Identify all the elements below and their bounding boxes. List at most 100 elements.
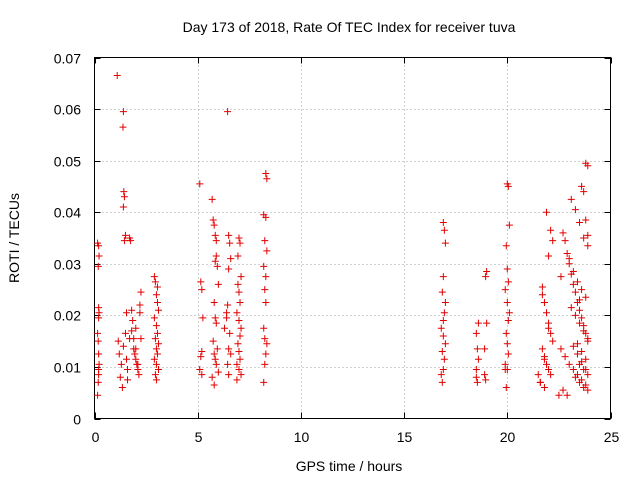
data-point — [225, 371, 233, 379]
data-point — [473, 345, 481, 353]
data-point — [584, 335, 592, 343]
data-point — [261, 237, 269, 245]
data-point — [438, 288, 446, 296]
data-point — [208, 195, 216, 203]
data-point — [474, 319, 482, 327]
y-tick-label: 0.05 — [54, 154, 81, 170]
data-point — [565, 360, 573, 368]
data-point — [547, 329, 555, 337]
data-point — [503, 366, 511, 374]
data-point — [128, 327, 136, 335]
data-point — [578, 347, 586, 355]
data-point — [582, 293, 590, 301]
x-tick-label: 5 — [195, 429, 203, 445]
data-point — [538, 283, 546, 291]
data-point — [573, 278, 581, 286]
data-point — [235, 317, 243, 325]
axis-ticks — [94, 57, 612, 420]
data-point — [503, 265, 511, 273]
data-point — [211, 355, 219, 363]
data-point — [213, 262, 221, 270]
data-point — [226, 239, 234, 247]
data-point — [214, 368, 222, 376]
data-point — [437, 324, 445, 332]
data-point — [545, 252, 553, 260]
data-point — [582, 216, 590, 224]
data-point — [114, 337, 122, 345]
data-point — [94, 391, 102, 399]
data-point — [113, 72, 121, 80]
data-point — [472, 366, 480, 374]
x-tick-label: 20 — [500, 429, 516, 445]
data-point — [578, 182, 586, 190]
data-point — [567, 304, 575, 312]
data-point — [152, 291, 160, 299]
data-point — [95, 304, 103, 312]
data-point — [534, 371, 542, 379]
data-point — [209, 216, 217, 224]
data-point — [584, 231, 592, 239]
data-point — [262, 213, 270, 221]
data-point — [212, 252, 220, 260]
data-point — [196, 366, 204, 374]
data-point — [197, 353, 205, 361]
plot-frame — [94, 57, 611, 419]
data-point — [545, 366, 553, 374]
data-point — [569, 342, 577, 350]
data-point — [482, 376, 490, 384]
data-point — [540, 384, 548, 392]
data-point — [578, 286, 586, 294]
data-point — [94, 329, 102, 337]
data-point — [134, 360, 142, 368]
y-tick-label: 0.04 — [54, 205, 81, 221]
data-point — [212, 237, 220, 245]
data-point — [439, 273, 447, 281]
data-point — [236, 332, 244, 340]
data-point — [439, 366, 447, 374]
data-point — [136, 309, 144, 317]
data-point — [197, 278, 205, 286]
data-point — [236, 239, 244, 247]
data-point — [441, 298, 449, 306]
data-point — [559, 229, 567, 237]
y-tick-label: 0.03 — [54, 257, 81, 273]
data-point — [260, 262, 268, 270]
data-point — [235, 366, 243, 374]
data-point — [198, 286, 206, 294]
data-point — [482, 273, 490, 281]
data-point — [547, 371, 555, 379]
data-point — [227, 255, 235, 263]
data-point — [555, 391, 563, 399]
data-point — [501, 360, 509, 368]
data-point — [153, 283, 161, 291]
data-point — [120, 237, 128, 245]
data-point — [543, 208, 551, 216]
data-point — [223, 314, 231, 322]
data-point — [154, 366, 162, 374]
data-point — [505, 221, 513, 229]
data-point — [580, 234, 588, 242]
data-point — [576, 378, 584, 386]
data-point — [234, 280, 242, 288]
data-point — [235, 347, 243, 355]
data-point — [151, 335, 159, 343]
data-point — [472, 329, 480, 337]
data-point — [237, 324, 245, 332]
data-point — [549, 337, 557, 345]
data-point — [119, 342, 127, 350]
data-point — [440, 309, 448, 317]
data-point — [235, 288, 243, 296]
data-point — [263, 175, 271, 183]
data-point — [472, 373, 480, 381]
data-point — [576, 306, 584, 314]
data-point — [95, 360, 103, 368]
data-point — [576, 319, 584, 327]
data-point — [224, 360, 232, 368]
data-point — [565, 255, 573, 263]
data-point — [559, 386, 567, 394]
data-point — [502, 242, 510, 250]
data-point — [580, 384, 588, 392]
data-point — [561, 353, 569, 361]
data-point — [122, 355, 130, 363]
